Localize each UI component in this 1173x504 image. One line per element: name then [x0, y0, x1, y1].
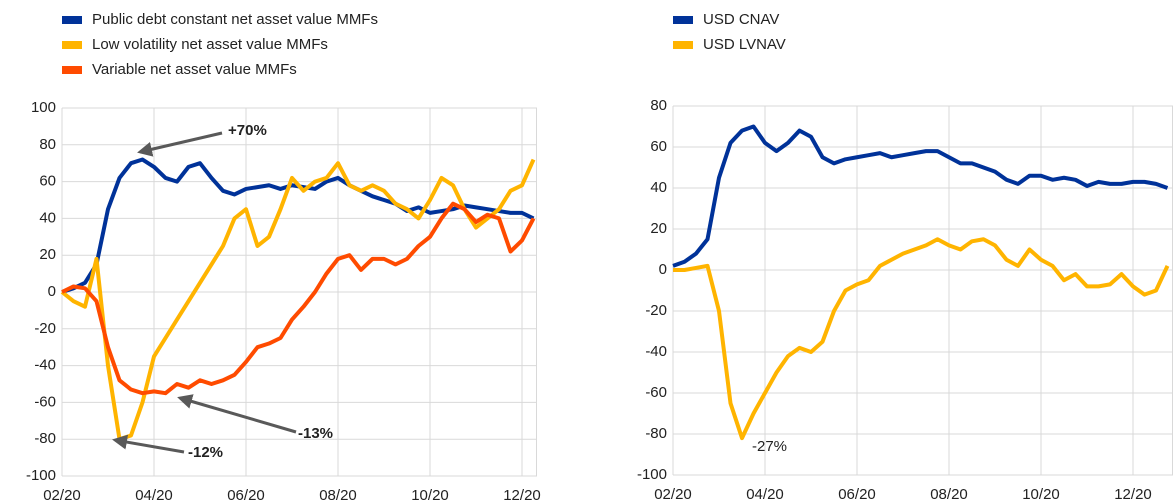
- y-tick-label: -20: [645, 302, 667, 319]
- y-tick-label: -60: [34, 393, 56, 410]
- x-tick-label: 08/20: [319, 487, 357, 504]
- y-tick-label: -40: [34, 357, 56, 374]
- x-tick-label: 10/20: [1022, 486, 1060, 503]
- y-tick-label: -100: [26, 467, 56, 484]
- annotation-arrow: [112, 434, 185, 454]
- series-line: [61, 201, 536, 396]
- annotation: -13%: [298, 425, 333, 442]
- y-tick-label: 20: [650, 220, 667, 237]
- annotation: -27%: [752, 438, 787, 455]
- legend-label: Public debt constant net asset value MMF…: [92, 11, 378, 28]
- y-tick-label: 20: [39, 246, 56, 263]
- annotation-arrow: [137, 131, 223, 157]
- x-tick-label: 04/20: [746, 486, 784, 503]
- series-line: [672, 124, 1169, 268]
- y-tick-label: 80: [650, 97, 667, 114]
- y-tick-label: -20: [34, 320, 56, 337]
- series-line: [60, 158, 536, 442]
- y-tick-label: 40: [39, 209, 56, 226]
- x-tick-label: 06/20: [227, 487, 265, 504]
- legend-marker: [673, 16, 693, 24]
- annotation: +70%: [228, 122, 267, 139]
- y-tick-label: 80: [39, 136, 56, 153]
- x-tick-label: 04/20: [135, 487, 173, 504]
- x-tick-label: 12/20: [1114, 486, 1152, 503]
- annotation: -12%: [188, 444, 223, 461]
- y-tick-label: -80: [645, 425, 667, 442]
- legend-label: USD LVNAV: [703, 36, 786, 53]
- x-tick-label: 02/20: [654, 486, 692, 503]
- legend-label: Variable net asset value MMFs: [92, 61, 297, 78]
- x-tick-label: 06/20: [838, 486, 876, 503]
- x-tick-label: 12/20: [503, 487, 541, 504]
- panel: [672, 105, 1173, 476]
- y-tick-label: 60: [650, 138, 667, 155]
- legend-marker: [62, 41, 82, 49]
- x-tick-label: 10/20: [411, 487, 449, 504]
- y-tick-label: -60: [645, 384, 667, 401]
- y-tick-label: 0: [48, 283, 56, 300]
- series-line: [61, 157, 535, 294]
- legend-marker: [673, 41, 693, 49]
- x-tick-label: 02/20: [43, 487, 81, 504]
- series-line: [673, 237, 1170, 441]
- legend-label: Low volatility net asset value MMFs: [92, 36, 328, 53]
- y-tick-label: 0: [659, 261, 667, 278]
- legend-marker: [62, 66, 82, 74]
- y-tick-label: -40: [645, 343, 667, 360]
- y-tick-label: 60: [39, 173, 56, 190]
- y-tick-label: -80: [34, 430, 56, 447]
- annotation-arrow: [177, 394, 297, 434]
- y-tick-label: 40: [650, 179, 667, 196]
- legend-marker: [62, 16, 82, 24]
- panel: [60, 107, 537, 477]
- legend-label: USD CNAV: [703, 11, 779, 28]
- x-tick-label: 08/20: [930, 486, 968, 503]
- y-tick-label: 100: [31, 99, 56, 116]
- y-tick-label: -100: [637, 466, 667, 483]
